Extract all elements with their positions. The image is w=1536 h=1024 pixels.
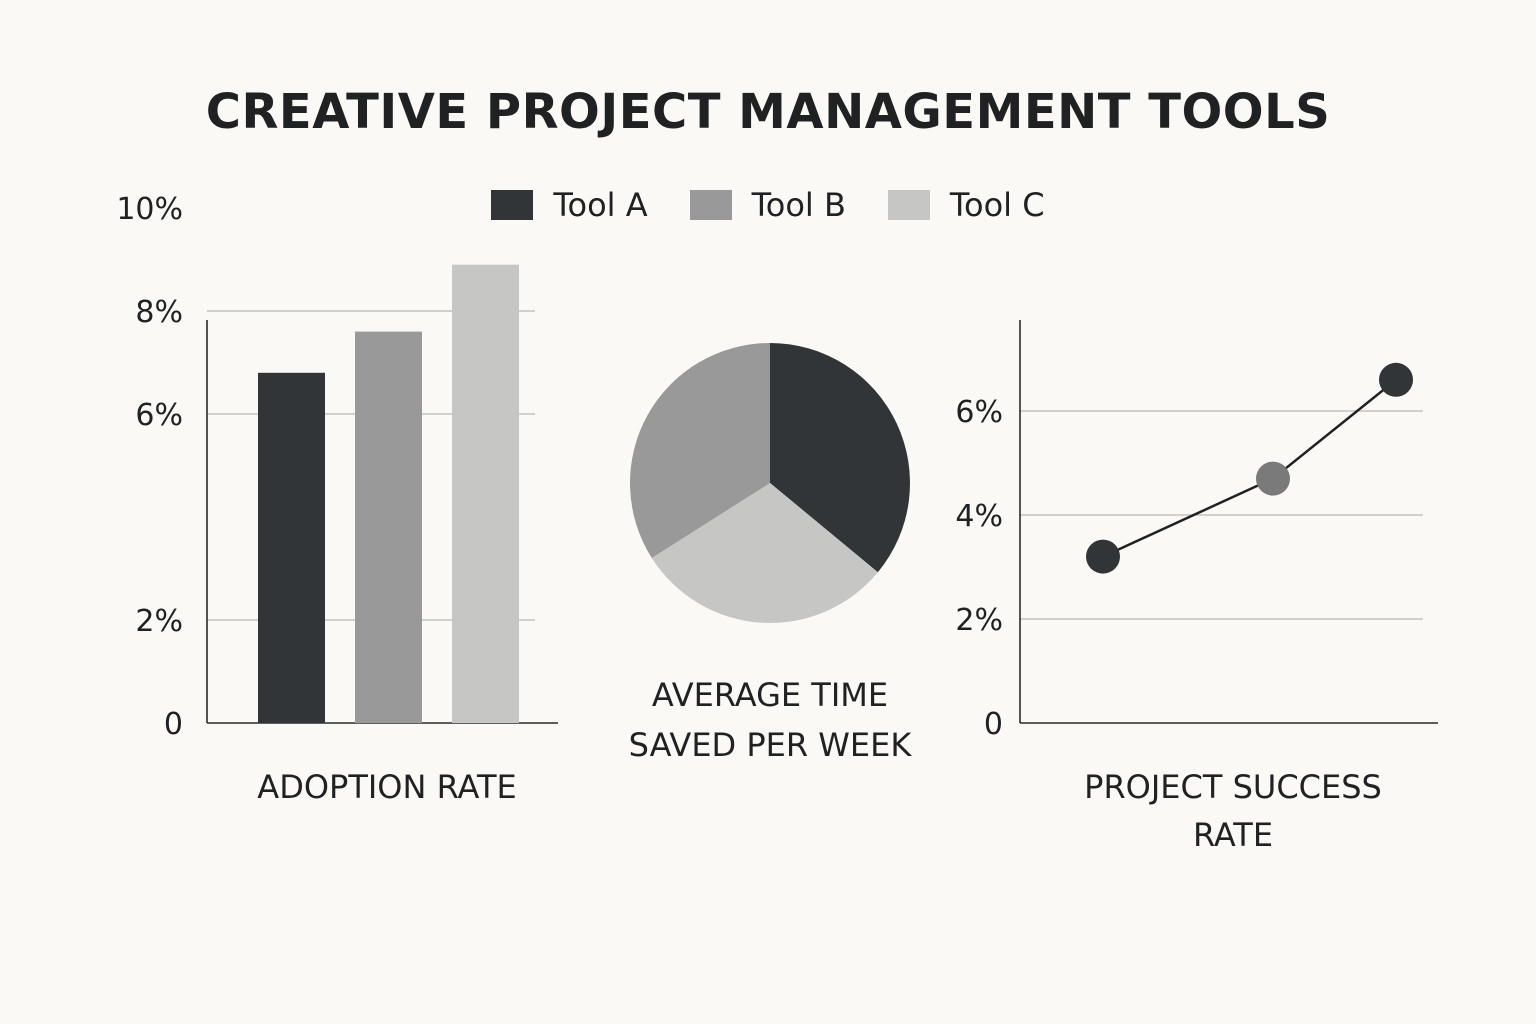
bar-tool-c — [452, 264, 519, 723]
line-point-tool-c — [1379, 362, 1413, 397]
success-rate-line-chart: 0 2% 4% 6% PROJECT SUCCESS RATE — [955, 320, 1438, 854]
legend-label-tool-c: Tool C — [949, 186, 1045, 224]
line-chart-label-line: PROJECT SUCCESS — [1084, 768, 1382, 806]
line-point-tool-a — [1086, 539, 1120, 574]
pie-slice-tool-b — [630, 343, 770, 559]
pie-slice-tool-c — [651, 483, 878, 623]
line-series — [1102, 378, 1397, 558]
pie-chart-label-line: AVERAGE TIME — [652, 676, 888, 714]
line-chart-label-line: RATE — [1193, 816, 1273, 854]
legend-swatch-tool-a — [491, 190, 534, 220]
adoption-rate-bar-chart: 0 2% 6% 8% 10% ADOPTION RATE — [116, 192, 558, 806]
line-point-tool-b — [1256, 461, 1290, 496]
bar-y-tick-label: 10% — [116, 192, 183, 227]
bar-tool-a — [258, 372, 325, 723]
bar-y-tick-label: 0 — [164, 707, 183, 742]
line-y-tick-label: 6% — [955, 395, 1003, 430]
legend-label-tool-b: Tool B — [751, 186, 846, 224]
legend-item-tool-b: Tool B — [689, 186, 846, 224]
legend-swatch-tool-c — [887, 190, 930, 220]
time-saved-pie-chart: AVERAGE TIME SAVED PER WEEK — [629, 343, 913, 764]
legend-item-tool-c: Tool C — [887, 186, 1045, 224]
pie-slice-tool-a — [770, 343, 911, 573]
legend-swatch-tool-b — [689, 190, 732, 220]
bar-y-tick-label: 8% — [135, 295, 183, 330]
bar-y-tick-label: 2% — [135, 604, 183, 639]
line-y-tick-label: 4% — [955, 499, 1003, 534]
legend-label-tool-a: Tool A — [553, 186, 648, 224]
line-y-tick-label: 0 — [984, 707, 1003, 742]
line-y-tick-label: 2% — [955, 603, 1003, 638]
legend: Tool A Tool B Tool C — [0, 186, 1536, 224]
bar-chart-label: ADOPTION RATE — [257, 768, 516, 806]
bar-tool-b — [355, 331, 422, 723]
pie-chart-label-line: SAVED PER WEEK — [629, 726, 913, 764]
bar-y-tick-label: 6% — [135, 398, 183, 433]
chart-title: CREATIVE PROJECT MANAGEMENT TOOLS — [205, 84, 1331, 140]
legend-item-tool-a: Tool A — [491, 186, 648, 224]
